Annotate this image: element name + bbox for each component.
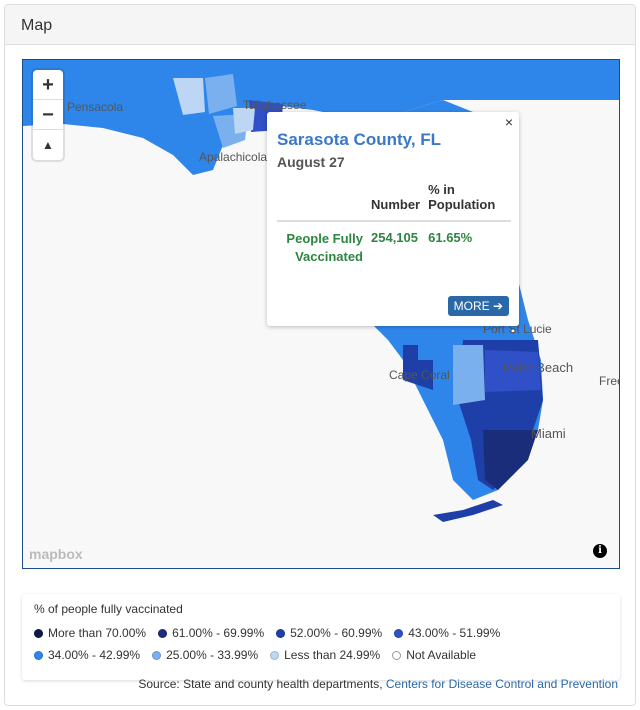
map-controls: + − ▲ [33,70,63,160]
legend-swatch [276,628,286,638]
legend-item: More than 70.00% [34,626,146,640]
info-icon[interactable]: i [593,544,607,558]
city-palm-beach: Palm Beach [503,360,574,375]
legend-item: Less than 24.99% [270,648,380,662]
cell-number: 254,105 [371,230,418,245]
legend-label: 61.00% - 69.99% [172,626,265,640]
city-tallahassee: Tallahassee [243,98,307,112]
port-st-lucie-dot [510,328,516,334]
zoom-in-button[interactable]: + [33,70,63,100]
panhandle-light-county-2 [233,108,255,134]
city-freeport: Free [599,374,619,388]
legend-label: 52.00% - 60.99% [290,626,383,640]
zoom-out-button[interactable]: − [33,100,63,130]
county-popup: × Sarasota County, FL August 27 Number %… [267,112,519,326]
legend-row-1: More than 70.00% 61.00% - 69.99% 52.00% … [34,626,608,640]
legend-label: Less than 24.99% [284,648,381,662]
legend-swatch [152,650,162,660]
panhandle-region [23,60,619,175]
legend-swatch [270,650,280,660]
legend-title: % of people fully vaccinated [34,602,183,616]
legend-item: 34.00% - 42.99% [34,648,140,662]
legend: % of people fully vaccinated More than 7… [22,594,620,680]
city-miami: Miami [531,426,566,441]
legend-item: 52.00% - 60.99% [276,626,382,640]
legend-label: 43.00% - 51.99% [408,626,501,640]
map-panel: Map + − ▲ Pensacola Ta [4,4,636,706]
compass-button[interactable]: ▲ [42,138,54,152]
interior-light-county [453,345,485,405]
city-apalachicola: Apalachicola [199,150,268,164]
legend-label: Not Available [406,648,477,662]
panhandle-light-county [173,78,205,115]
more-button[interactable]: MORE ➔ [447,296,509,316]
map-canvas[interactable]: + − ▲ Pensacola Tallahassee Apalachicola… [22,59,620,569]
col-percent-header: % in Population [424,180,511,222]
miami-dade-county [483,430,538,490]
source-prefix: Source: State and county health departme… [138,677,383,691]
legend-item: 25.00% - 33.99% [152,648,258,662]
legend-label: 34.00% - 42.99% [48,648,141,662]
popup-table: Number % in Population People Fully Vacc… [277,180,511,274]
source-credit: Source: State and county health departme… [138,677,618,691]
panhandle-mid-county-1 [205,74,237,114]
legend-swatch [158,628,168,638]
legend-swatch [394,628,404,638]
legend-swatch [34,650,43,660]
city-cape-coral: Cape Coral [389,368,450,382]
col-number-header: Number [367,180,425,222]
city-pensacola: Pensacola [67,100,124,114]
legend-item: 43.00% - 51.99% [394,626,500,640]
close-icon[interactable]: × [504,114,513,130]
row-label: People Fully Vaccinated [286,231,363,264]
popup-date: August 27 [277,154,345,170]
legend-label: 25.00% - 33.99% [166,648,259,662]
legend-swatch [34,628,43,638]
interior-mid-county [418,330,453,360]
legend-item: Not Available [392,648,476,662]
cell-percent: 61.65% [428,230,473,245]
cdc-link[interactable]: Centers for Disease Control and Preventi… [385,677,618,691]
table-row: People Fully Vaccinated 254,105 61.65% [277,221,511,274]
palm-beach-county [485,350,541,392]
legend-swatch [392,650,402,660]
legend-item: 61.00% - 69.99% [158,626,264,640]
keys [433,500,503,522]
legend-row-2: 34.00% - 42.99% 25.00% - 33.99% Less tha… [34,648,608,662]
popup-title: Sarasota County, FL [277,130,442,149]
legend-label: More than 70.00% [48,626,147,640]
panel-title: Map [5,5,635,45]
mapbox-logo: mapbox [29,546,83,562]
